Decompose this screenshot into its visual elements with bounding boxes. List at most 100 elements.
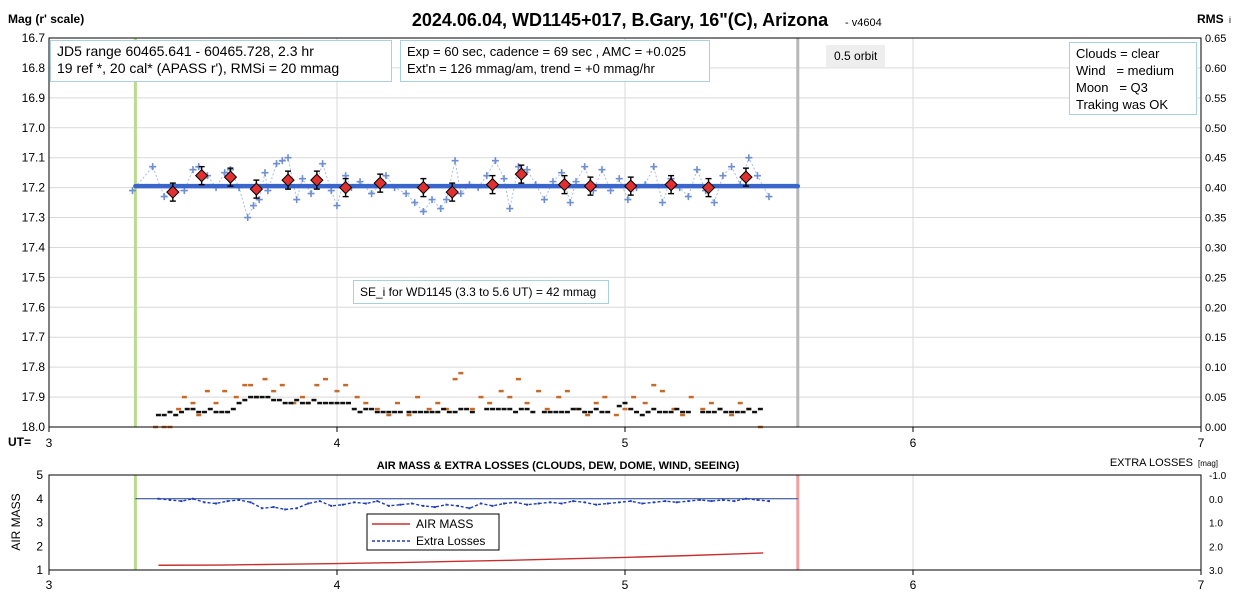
bottom-y2-axis-label: EXTRA LOSSES [1110, 457, 1193, 469]
y-tick-label: 17.7 [22, 330, 46, 344]
binned-mean-point [739, 170, 753, 184]
magnitude-point [221, 169, 229, 177]
jd-range-box: JD5 range 60465.641 - 60465.728, 2.3 hr … [50, 40, 392, 82]
magnitude-point [442, 196, 450, 204]
magnitude-point [693, 166, 701, 174]
y-tick-label: 17.8 [22, 360, 46, 374]
extra-losses-point [560, 502, 563, 505]
y2-tick-label: 0.50 [1205, 123, 1226, 135]
binned-mean-point [416, 180, 431, 195]
bottom-vertical-markers [133, 475, 800, 570]
magnitude-point [523, 166, 531, 174]
extra-losses-point [468, 507, 471, 510]
magnitude-point [261, 169, 269, 177]
extra-losses-point [180, 500, 183, 503]
extra-losses-point [629, 500, 632, 503]
magnitude-connector [132, 156, 770, 219]
magnitude-point [615, 175, 623, 183]
y2-tick-label: 0.40 [1205, 183, 1226, 195]
binned-mean-point [624, 179, 638, 193]
extra-losses-point [295, 507, 298, 510]
y2-tick-label: 0.60 [1205, 63, 1226, 75]
bottom-y-tick-label: 4 [36, 492, 43, 506]
extra-losses-point [514, 501, 517, 504]
y2-tick-label: 0.45 [1205, 153, 1226, 165]
magnitude-point [307, 190, 315, 198]
magnitude-point [402, 190, 410, 198]
magnitude-point [273, 160, 281, 168]
se-box: SE_i for WD1145 (3.3 to 5.6 UT) = 42 mma… [353, 280, 609, 304]
magnitude-point [765, 193, 773, 201]
legend-entry-extra-losses: Extra Losses [416, 534, 485, 548]
extra-losses-point [215, 502, 218, 505]
magnitude-point [411, 199, 419, 207]
top-tick-labels: 16.7 16.8 16.9 17.0 17.1 17.2 17.3 17.4 17.5 17.6… [22, 31, 1227, 450]
magnitude-point [753, 172, 761, 180]
y-tick-label: 17.0 [22, 121, 46, 135]
magnitude-point [658, 199, 666, 207]
magnitude-point [293, 196, 301, 204]
chart-title: 2024.06.04, WD1145+017, B.Gary, 16"(C), … [412, 10, 829, 30]
magnitude-panel: 16.7 16.8 16.9 17.0 17.1 17.2 17.3 17.4 17.5 17.6… [8, 10, 1231, 450]
extra-losses-point [364, 502, 367, 505]
extra-losses-point [307, 502, 310, 505]
y-tick-label: 16.7 [22, 31, 46, 45]
binned-mean-point [194, 168, 209, 183]
magnitude-point [745, 154, 753, 162]
conditions-wind: Wind = medium [1076, 63, 1174, 78]
bottom-tick-labels: 5 4 3 2 1 -1.0 0.0 1.0 2.0 3.0 3 4 5 6 7 [36, 468, 1226, 592]
y-tick-label: 17.9 [22, 390, 46, 404]
x-tick-label: 6 [910, 436, 917, 450]
binned-mean-point [583, 179, 598, 193]
extra-losses-point [168, 498, 171, 501]
bottom-x-tick-label: 4 [334, 578, 341, 592]
y2-tick-label: 0.35 [1205, 213, 1226, 225]
extra-losses-point [410, 502, 413, 505]
binned-mean-point [664, 177, 678, 192]
extra-losses-point [526, 503, 529, 506]
magnitude-point [437, 205, 445, 213]
magnitude-point [129, 187, 137, 195]
extra-losses-point [238, 498, 241, 501]
bottom-x-tick-label: 6 [910, 578, 917, 592]
extra-losses-point [445, 503, 448, 506]
x-tick-label: 5 [622, 436, 629, 450]
extra-losses-point [203, 501, 206, 504]
extra-losses-point [537, 502, 540, 505]
conditions-clouds: Clouds = clear [1076, 46, 1160, 61]
y-tick-label: 17.3 [22, 211, 46, 225]
x-tick-label: 3 [46, 436, 53, 450]
bottom-y2-tick-label: 0.0 [1209, 495, 1223, 506]
bottom-y-tick-label: 1 [36, 563, 43, 577]
magnitude-point [451, 157, 459, 165]
bottom-x-tick-label: 5 [622, 578, 629, 592]
magnitude-point [624, 196, 632, 204]
extra-losses-point [549, 501, 552, 504]
conditions-tracking: Traking was OK [1076, 97, 1168, 112]
y-tick-label: 17.2 [22, 181, 46, 195]
magnitude-point [255, 196, 263, 204]
orbit-label: 0.5 orbit [826, 45, 886, 67]
extra-losses-point [318, 500, 321, 503]
top-series-group [129, 154, 801, 429]
bottom-y-axis-label: AIR MASS [9, 493, 23, 550]
extra-losses-point [387, 504, 390, 507]
magnitude-point [491, 157, 499, 165]
extra-losses-point [157, 497, 160, 500]
y-tick-label: 17.1 [22, 151, 46, 165]
y-tick-label: 17.4 [22, 240, 46, 254]
jd-range-line-2: 19 ref *, 20 cal* (APASS r'), RMSi = 20 … [57, 60, 340, 76]
extra-losses-point [491, 504, 494, 507]
binned-mean-point [338, 180, 353, 195]
legend-entry-air-mass: AIR MASS [416, 517, 473, 531]
bottom-plot-frame [48, 474, 1202, 571]
magnitude-point [319, 160, 327, 168]
magnitude-point [333, 202, 341, 210]
extra-losses-point [433, 506, 436, 509]
extra-losses-point [698, 498, 701, 501]
extra-losses-point [456, 504, 459, 507]
magnitude-point [500, 175, 508, 183]
bottom-y2-tick-label: 2.0 [1209, 542, 1223, 553]
extra-losses-point [606, 502, 609, 505]
